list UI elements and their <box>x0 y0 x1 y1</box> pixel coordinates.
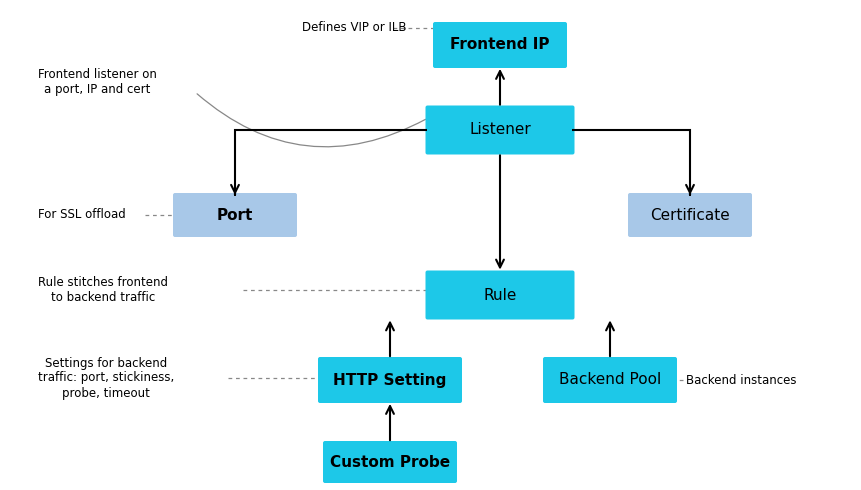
Text: Port: Port <box>217 207 253 222</box>
Text: Certificate: Certificate <box>649 207 729 222</box>
Text: Custom Probe: Custom Probe <box>330 455 449 469</box>
FancyBboxPatch shape <box>323 441 456 483</box>
Text: Listener: Listener <box>468 122 530 138</box>
Text: Settings for backend
traffic: port, stickiness,
probe, timeout: Settings for backend traffic: port, stic… <box>38 357 174 399</box>
Text: Rule stitches frontend
to backend traffic: Rule stitches frontend to backend traffi… <box>38 276 168 304</box>
Text: Rule: Rule <box>483 288 516 302</box>
Text: Backend instances: Backend instances <box>685 373 796 387</box>
Text: For SSL offload: For SSL offload <box>38 209 126 221</box>
FancyBboxPatch shape <box>628 193 751 237</box>
FancyBboxPatch shape <box>542 357 676 403</box>
Text: Backend Pool: Backend Pool <box>558 372 660 388</box>
FancyBboxPatch shape <box>425 105 573 154</box>
FancyBboxPatch shape <box>173 193 297 237</box>
Text: HTTP Setting: HTTP Setting <box>333 372 446 388</box>
FancyBboxPatch shape <box>318 357 461 403</box>
FancyBboxPatch shape <box>425 270 573 319</box>
Text: Defines VIP or ILB: Defines VIP or ILB <box>301 22 406 34</box>
FancyBboxPatch shape <box>432 22 567 68</box>
Text: Frontend listener on
a port, IP and cert: Frontend listener on a port, IP and cert <box>38 68 157 96</box>
Text: Frontend IP: Frontend IP <box>449 38 549 52</box>
